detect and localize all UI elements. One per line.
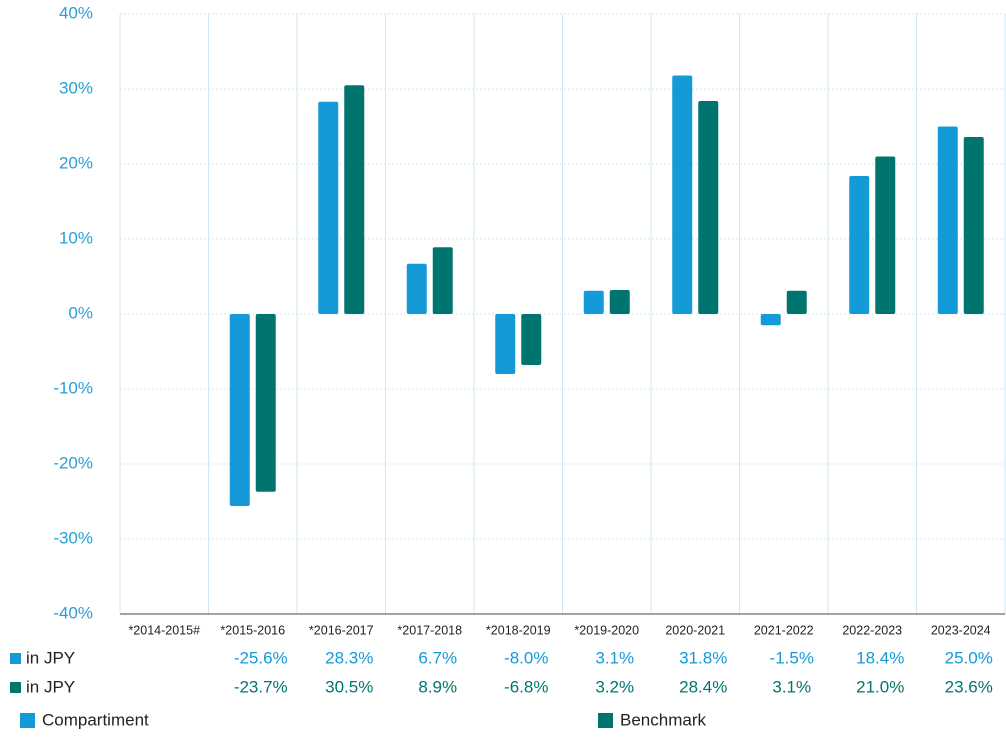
x-tick-label: 2023-2024 xyxy=(931,623,991,637)
y-tick-label: -10% xyxy=(53,378,93,397)
bar xyxy=(760,314,781,326)
x-tick-label: *2017-2018 xyxy=(397,623,462,637)
x-tick-label: *2018-2019 xyxy=(486,623,551,637)
x-tick-label: *2015-2016 xyxy=(220,623,285,637)
y-tick-label: -40% xyxy=(53,603,93,622)
value-label: 21.0% xyxy=(856,677,904,696)
value-label: 3.2% xyxy=(595,677,634,696)
value-label: 30.5% xyxy=(325,677,373,696)
y-tick-label: -30% xyxy=(53,528,93,547)
value-label: 28.4% xyxy=(679,677,727,696)
bar xyxy=(849,176,870,314)
value-label: -1.5% xyxy=(770,648,814,667)
x-tick-label: *2016-2017 xyxy=(309,623,374,637)
x-tick-label: *2019-2020 xyxy=(574,623,639,637)
bar xyxy=(344,85,365,314)
y-tick-label: -20% xyxy=(53,453,93,472)
value-label: 3.1% xyxy=(772,677,811,696)
bar xyxy=(406,263,427,314)
bar xyxy=(875,156,896,314)
bar xyxy=(318,101,339,314)
bar xyxy=(521,314,542,365)
value-label: 8.9% xyxy=(418,677,457,696)
value-label: 23.6% xyxy=(945,677,993,696)
value-label: -8.0% xyxy=(504,648,548,667)
bar xyxy=(609,290,630,314)
bar xyxy=(698,101,719,314)
legend-swatch xyxy=(598,713,613,728)
y-tick-label: 0% xyxy=(68,303,93,322)
bar xyxy=(432,247,453,314)
bar xyxy=(672,75,693,314)
bar xyxy=(937,126,958,314)
bar xyxy=(255,314,276,492)
row-label: in JPY xyxy=(26,677,75,696)
value-label: 28.3% xyxy=(325,648,373,667)
x-tick-label: *2014-2015# xyxy=(128,623,200,637)
x-tick-label: 2020-2021 xyxy=(665,623,725,637)
row-label: in JPY xyxy=(26,648,75,667)
row-swatch xyxy=(10,653,21,664)
value-label: 3.1% xyxy=(595,648,634,667)
bar xyxy=(495,314,516,374)
bar xyxy=(583,290,604,314)
bar xyxy=(786,290,807,314)
bar xyxy=(963,137,984,314)
value-label: 31.8% xyxy=(679,648,727,667)
y-tick-label: 30% xyxy=(59,78,93,97)
x-tick-label: 2021-2022 xyxy=(754,623,814,637)
row-swatch xyxy=(10,682,21,693)
value-label: -6.8% xyxy=(504,677,548,696)
legend-label: Benchmark xyxy=(620,710,706,729)
x-tick-label: 2022-2023 xyxy=(842,623,902,637)
value-label: 18.4% xyxy=(856,648,904,667)
legend-swatch xyxy=(20,713,35,728)
legend-label: Compartiment xyxy=(42,710,149,729)
value-label: -25.6% xyxy=(234,648,288,667)
y-tick-label: 20% xyxy=(59,153,93,172)
value-label: -23.7% xyxy=(234,677,288,696)
bar xyxy=(229,314,250,506)
y-tick-label: 10% xyxy=(59,228,93,247)
y-tick-label: 40% xyxy=(59,3,93,22)
value-label: 6.7% xyxy=(418,648,457,667)
value-label: 25.0% xyxy=(945,648,993,667)
